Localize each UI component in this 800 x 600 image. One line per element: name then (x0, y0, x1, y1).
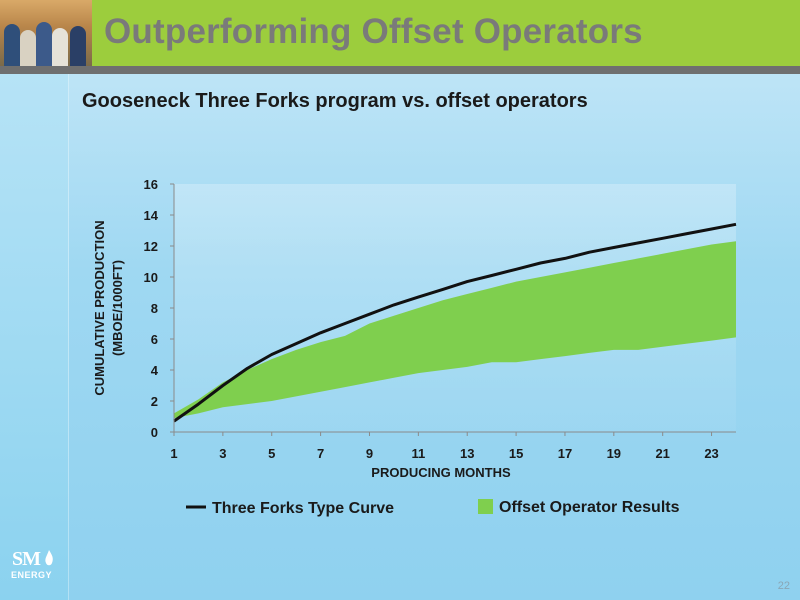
y-tick-label: 6 (151, 332, 158, 347)
logo-subtext: ENERGY (11, 570, 53, 580)
header-photo (0, 0, 92, 66)
legend-label-type-curve: Three Forks Type Curve (212, 500, 394, 517)
x-tick-label: 17 (558, 446, 572, 461)
x-tick-label: 13 (460, 446, 474, 461)
flame-icon (45, 550, 53, 566)
header-divider (0, 66, 800, 74)
x-tick-label: 19 (607, 446, 621, 461)
header-banner: Outperforming Offset Operators (0, 0, 800, 66)
x-tick-label: 15 (509, 446, 523, 461)
page-title: Outperforming Offset Operators (104, 12, 643, 51)
legend: Three Forks Type Curve Offset Operator R… (186, 499, 680, 517)
y-tick-label: 10 (144, 270, 158, 285)
y-tick-label: 8 (151, 301, 158, 316)
x-tick-label: 1 (170, 446, 177, 461)
y-tick-label: 2 (151, 394, 158, 409)
x-tick-label: 7 (317, 446, 324, 461)
type-curve-line (173, 222, 737, 423)
left-sidebar-strip (0, 74, 69, 600)
x-tick-label: 9 (366, 446, 373, 461)
legend-label-offset-results: Offset Operator Results (499, 499, 680, 516)
y-tick-label: 16 (144, 177, 158, 192)
y-axis-title-line2: (MBOE/1000FT) (110, 260, 125, 356)
logo-wordmark: SM (12, 548, 41, 570)
slide-subtitle: Gooseneck Three Forks program vs. offset… (82, 90, 588, 112)
x-tick-label: 3 (219, 446, 226, 461)
y-tick-label: 4 (151, 363, 159, 378)
y-tick-label: 14 (144, 208, 159, 223)
y-axis-title-line1: CUMULATIVE PRODUCTION (92, 220, 107, 395)
x-tick-label: 5 (268, 446, 275, 461)
x-tick-label: 23 (704, 446, 718, 461)
company-logo: SM ENERGY (8, 548, 64, 588)
offset-operator-band (174, 241, 736, 419)
page-number: 22 (777, 580, 790, 592)
x-tick-label: 11 (411, 446, 425, 461)
x-tick-label: 21 (655, 446, 669, 461)
y-tick-label: 0 (151, 425, 158, 440)
x-axis-title: PRODUCING MONTHS (371, 465, 511, 480)
legend-band-swatch (478, 499, 493, 514)
y-tick-label: 12 (144, 239, 158, 254)
